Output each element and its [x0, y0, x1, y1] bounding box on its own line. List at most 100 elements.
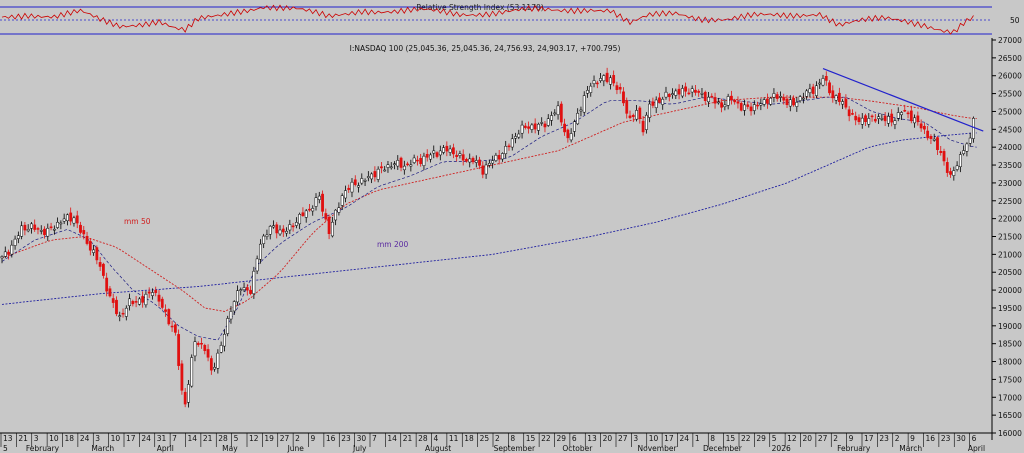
- candle: [726, 96, 730, 106]
- x-month-label: April: [968, 444, 985, 453]
- candle: [553, 112, 557, 115]
- x-tick-label: 13: [3, 434, 13, 443]
- candle: [46, 227, 50, 237]
- x-tick-label: 25: [480, 434, 490, 443]
- candle: [949, 171, 952, 175]
- candle: [599, 78, 602, 81]
- x-tick-label: 6: [572, 434, 577, 443]
- x-month-label: December: [703, 444, 743, 453]
- candle: [380, 166, 383, 169]
- chart-title: I:NASDAQ 100 (25,045.36, 25,045.36, 24,7…: [350, 44, 621, 53]
- candle: [749, 106, 753, 112]
- x-tick-label: 15: [526, 434, 536, 443]
- x-tick-label: 13: [587, 434, 597, 443]
- candle: [360, 178, 364, 184]
- candle: [644, 114, 648, 130]
- candle: [324, 213, 328, 220]
- candle: [399, 157, 403, 168]
- candle: [121, 312, 125, 315]
- candle: [49, 226, 53, 229]
- candle: [945, 162, 949, 173]
- candle: [334, 209, 338, 221]
- candle: [386, 164, 390, 168]
- y-axis: 16000 16500 17000 17500 18000 18500 19000 19500…: [992, 36, 1022, 438]
- candle: [752, 104, 756, 111]
- y-tick-label: 21000: [998, 250, 1022, 259]
- candle: [559, 103, 563, 123]
- candle: [52, 228, 56, 231]
- candle: [406, 163, 409, 166]
- candle: [95, 247, 99, 261]
- candle: [442, 147, 445, 153]
- x-tick-label: 10: [649, 434, 659, 443]
- candle: [376, 168, 380, 180]
- y-tick-label: 21500: [998, 233, 1022, 242]
- candle: [926, 130, 930, 139]
- x-tick-label: 11: [449, 434, 459, 443]
- candle: [854, 115, 858, 121]
- x-tick-label: 28: [418, 434, 428, 443]
- y-tick-label: 24000: [998, 143, 1022, 152]
- candle: [36, 228, 40, 230]
- candle: [730, 95, 733, 101]
- x-tick-label: 19: [264, 434, 274, 443]
- candle: [680, 88, 684, 97]
- candle: [759, 103, 763, 106]
- rsi-line: [1, 4, 974, 35]
- candle: [288, 224, 292, 231]
- candle: [105, 277, 109, 292]
- candle: [592, 80, 596, 85]
- candle: [808, 88, 812, 94]
- candle: [798, 96, 802, 101]
- candle: [573, 121, 576, 132]
- x-tick-label: 22: [741, 434, 751, 443]
- candle: [720, 102, 723, 108]
- candle: [438, 150, 442, 156]
- candle: [608, 77, 612, 85]
- candle: [625, 100, 629, 114]
- y-tick-label: 25500: [998, 90, 1022, 99]
- x-tick-label: 10: [49, 434, 59, 443]
- trendline-layer: [822, 68, 984, 132]
- candle: [739, 103, 743, 111]
- candle: [602, 75, 606, 82]
- candle: [507, 145, 511, 148]
- y-tick-label: 16500: [998, 411, 1022, 420]
- candle: [157, 294, 161, 302]
- candle: [615, 85, 619, 91]
- rsi-panel: Relative Strength Index (53.1170) 50: [0, 3, 1020, 35]
- candle: [111, 298, 115, 303]
- x-tick-label: 27: [818, 434, 828, 443]
- candle: [913, 117, 916, 124]
- x-tick-label: 20: [603, 434, 613, 443]
- candle: [0, 256, 4, 259]
- candle: [177, 334, 181, 366]
- candle: [707, 96, 710, 103]
- candle: [20, 225, 24, 237]
- x-tick-label: 2: [495, 434, 500, 443]
- candle: [232, 301, 236, 312]
- candle: [187, 384, 190, 403]
- candle: [700, 93, 704, 95]
- candle: [3, 251, 7, 257]
- candle: [788, 99, 792, 107]
- candle: [785, 98, 789, 105]
- candle: [824, 76, 828, 81]
- x-tick-label: 7: [372, 434, 377, 443]
- candle: [775, 94, 779, 99]
- candle: [887, 116, 890, 124]
- candle: [245, 287, 249, 291]
- candle: [92, 249, 95, 253]
- candle: [115, 299, 118, 315]
- candle: [504, 146, 508, 155]
- candle: [556, 105, 560, 115]
- candle: [566, 129, 570, 139]
- candle: [540, 122, 544, 124]
- candle: [429, 154, 432, 160]
- candle: [890, 113, 894, 123]
- x-tick-label: 18: [464, 434, 474, 443]
- x-tick-label: 17: [864, 434, 874, 443]
- candle: [756, 104, 759, 107]
- candle: [595, 82, 599, 85]
- candle: [795, 102, 799, 107]
